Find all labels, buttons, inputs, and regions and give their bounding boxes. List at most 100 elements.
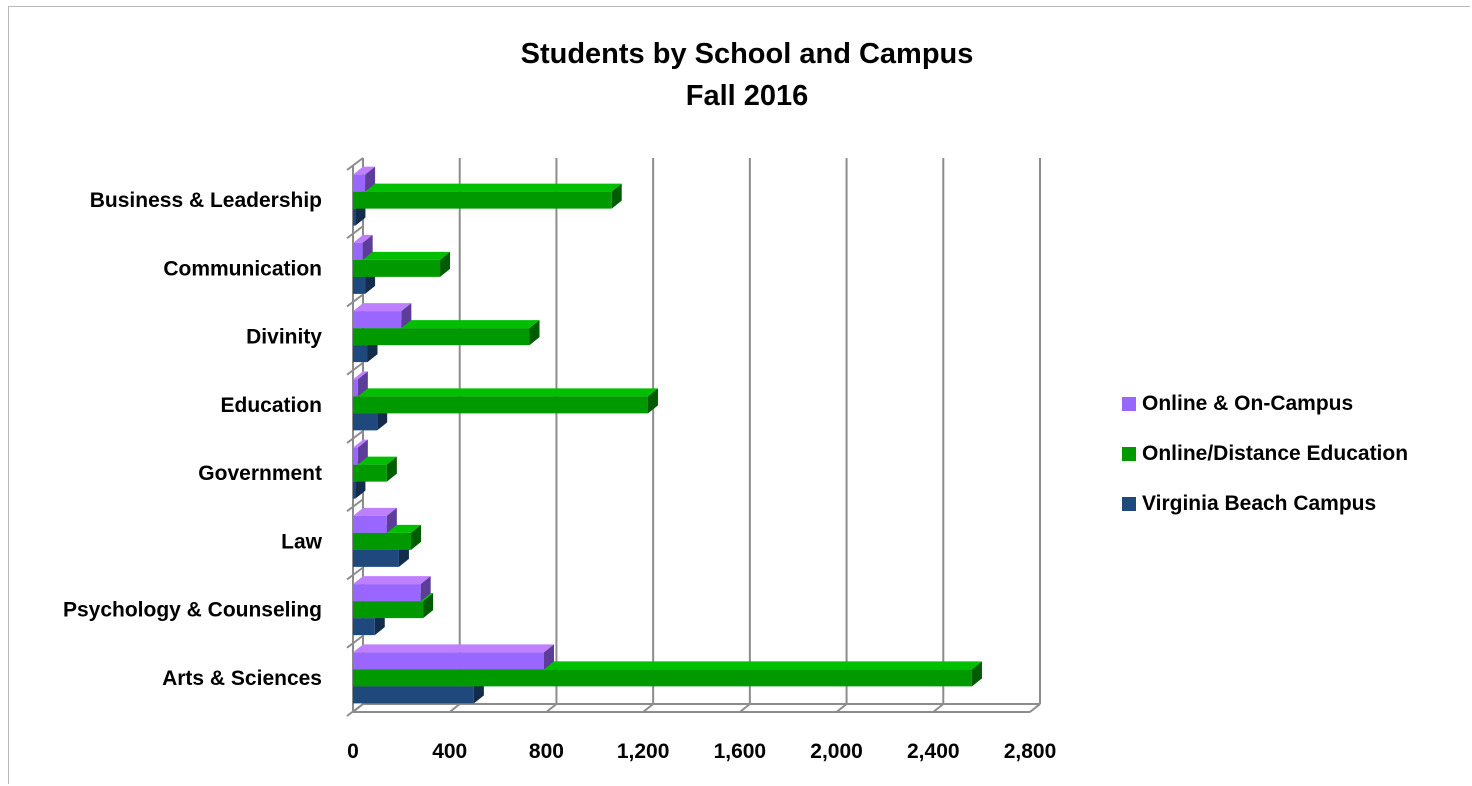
bar-side-face — [386, 456, 397, 482]
bar-side-face — [647, 388, 658, 414]
bar-front-face — [353, 515, 387, 533]
y-tick-label: Education — [220, 394, 322, 417]
x-tick-label: 0 — [347, 740, 359, 763]
bar-front-face — [353, 379, 358, 397]
legend-item-online-and-on-campus: Online & On-Campus — [1122, 392, 1408, 417]
bar-front-face — [353, 345, 368, 363]
bar-online-and-on-campus-government — [353, 439, 368, 465]
y-tick-mark — [346, 566, 364, 581]
y-tick-mark — [346, 225, 364, 240]
bar-side-face — [544, 644, 555, 670]
x-tick-label: 2,400 — [907, 740, 960, 763]
bar-side-face — [529, 320, 540, 346]
bar-side-face — [971, 661, 982, 687]
bar-front-face — [353, 396, 648, 414]
axis-labels: Arts & Sciences Psychology & Counseling La… — [63, 189, 1056, 763]
bar-top-face — [353, 251, 451, 260]
bar-top-face — [353, 183, 622, 192]
bar-side-face — [362, 234, 373, 260]
bar-online-and-on-campus-psychology-and-counseling — [353, 576, 431, 602]
chart-title: Students by School and Campus — [520, 38, 974, 70]
bar-side-face — [365, 166, 376, 192]
bar-side-face — [357, 371, 368, 397]
bar-front-face — [353, 618, 375, 636]
bar-side-face — [423, 593, 434, 619]
bar-front-face — [353, 686, 474, 704]
bar-top-face — [353, 371, 368, 380]
x-tick-label: 2,000 — [810, 740, 863, 763]
x-tick-mark — [545, 703, 558, 713]
y-tick-label: Arts & Sciences — [162, 667, 322, 690]
y-tick-mark — [346, 634, 364, 649]
x-tick-label: 400 — [432, 740, 467, 763]
x-tick-mark — [932, 703, 944, 713]
x-tick-mark — [835, 703, 848, 713]
y-tick-mark — [346, 361, 364, 376]
legend-swatch — [1122, 447, 1136, 461]
x-tick-label: 800 — [529, 740, 564, 763]
bar-online-and-on-campus-business-and-leadership — [353, 166, 376, 192]
bar-front-face — [353, 174, 366, 192]
bar-side-face — [411, 524, 422, 550]
x-tick-label: 1,200 — [617, 740, 670, 763]
y-tick-label: Business & Leadership — [90, 189, 322, 212]
bar-front-face — [353, 276, 366, 294]
bar-front-face — [353, 652, 545, 670]
legend-swatch — [1122, 497, 1136, 511]
bar-top-face — [353, 303, 412, 312]
x-tick-mark — [739, 703, 751, 713]
bar-top-face — [353, 439, 368, 448]
legend-item-online-distance-education: Online/Distance Education — [1122, 442, 1408, 467]
legend-label: Virginia Beach Campus — [1142, 492, 1377, 515]
legend-swatch — [1122, 397, 1136, 411]
chart-subtitle: Fall 2016 — [685, 80, 809, 112]
bar-front-face — [353, 447, 358, 465]
bar-front-face — [353, 549, 399, 567]
bar-online-distance-education-education — [353, 388, 658, 414]
bar-side-face — [440, 251, 451, 277]
chart-legend: Online & On-Campus Online/Distance Educat… — [1122, 392, 1408, 542]
y-tick-label: Divinity — [246, 326, 322, 349]
x-tick-mark — [642, 703, 654, 713]
chart-frame — [8, 6, 1470, 784]
y-tick-label: Communication — [163, 257, 322, 280]
bar-front-face — [353, 532, 412, 550]
gridlines — [458, 158, 1041, 704]
bar-side-face — [357, 439, 368, 465]
bar-front-face — [353, 481, 356, 499]
y-tick-mark — [346, 293, 364, 308]
x-tick-label: 1,600 — [714, 740, 767, 763]
y-tick-label: Psychology & Counseling — [63, 599, 322, 622]
bar-front-face — [353, 413, 378, 431]
bar-online-and-on-campus-arts-and-sciences — [353, 644, 555, 670]
y-tick-label: Government — [198, 462, 322, 485]
x-tick-mark — [449, 703, 461, 713]
bar-online-distance-education-government — [353, 456, 397, 482]
bar-side-face — [386, 507, 397, 533]
bar-side-face — [420, 576, 431, 602]
bar-front-face — [353, 669, 972, 687]
x-tick-mark — [1029, 703, 1041, 713]
bar-front-face — [353, 191, 612, 209]
bar-front-face — [353, 242, 363, 260]
bar-top-face — [353, 166, 376, 175]
bar-side-face — [401, 303, 412, 329]
bar-online-and-on-campus-divinity — [353, 303, 412, 329]
bar-front-face — [353, 208, 356, 226]
bar-front-face — [353, 311, 402, 329]
y-tick-mark — [346, 703, 364, 717]
y-tick-mark — [346, 430, 364, 444]
bar-online-and-on-campus-education — [353, 371, 368, 397]
bar-front-face — [353, 259, 441, 277]
bar-online-distance-education-business-and-leadership — [353, 183, 622, 209]
x-tick-label: 2,800 — [1004, 740, 1057, 763]
bar-front-face — [353, 584, 421, 602]
bars — [353, 166, 982, 704]
bar-front-face — [353, 601, 424, 619]
legend-item-virginia-beach-campus: Virginia Beach Campus — [1122, 492, 1408, 517]
bar-top-face — [353, 644, 555, 653]
bar-front-face — [353, 328, 530, 346]
bar-top-face — [353, 507, 397, 516]
bar-top-face — [353, 234, 373, 243]
